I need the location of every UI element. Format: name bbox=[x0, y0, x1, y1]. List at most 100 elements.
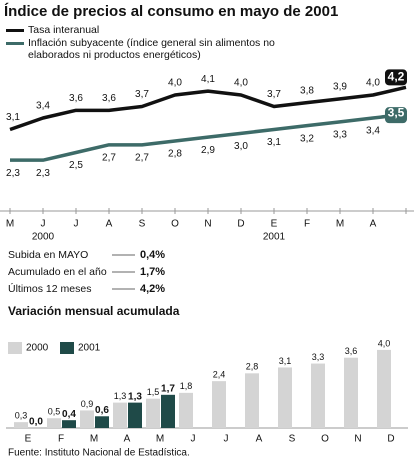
line bbox=[9, 85, 407, 132]
x-tick-label: D bbox=[237, 219, 244, 230]
x-tick-label: J bbox=[224, 434, 229, 445]
value-label: 2,5 bbox=[69, 160, 83, 171]
value-label: 3,7 bbox=[267, 89, 281, 100]
value-label: 1,7 bbox=[161, 383, 175, 394]
value-label: 1,5 bbox=[147, 387, 160, 397]
x-tick-label: S bbox=[139, 219, 146, 230]
bar bbox=[377, 349, 391, 428]
value-label: 3,7 bbox=[135, 89, 149, 100]
summary-label: Últimos 12 meses bbox=[8, 282, 91, 295]
end-label: 4,2 bbox=[388, 70, 405, 84]
value-label: 0,0 bbox=[29, 417, 43, 428]
value-label: 0,3 bbox=[15, 411, 28, 421]
value-label: 2,4 bbox=[213, 370, 226, 380]
x-tick-label: M bbox=[336, 219, 344, 230]
bar bbox=[80, 410, 94, 428]
bar bbox=[128, 402, 142, 428]
summary-value: 0,4% bbox=[140, 249, 165, 261]
end-label: 3,5 bbox=[388, 105, 405, 119]
line bbox=[10, 112, 407, 162]
year-label: 2001 bbox=[263, 232, 286, 243]
bar bbox=[146, 398, 160, 428]
legend-swatch bbox=[6, 29, 24, 32]
value-label: 3,1 bbox=[6, 112, 20, 123]
summary-label: Acumulado en el año bbox=[8, 266, 107, 278]
bar bbox=[179, 392, 193, 428]
value-label: 0,6 bbox=[95, 405, 109, 416]
x-tick-label: J bbox=[41, 219, 46, 230]
x-tick-label: D bbox=[387, 434, 394, 445]
bar bbox=[344, 357, 358, 428]
value-label: 4,0 bbox=[234, 78, 248, 89]
value-label: 3,1 bbox=[267, 137, 281, 148]
x-tick-label: M bbox=[90, 434, 98, 445]
value-label: 3,6 bbox=[345, 346, 358, 356]
x-tick-label: A bbox=[106, 219, 113, 230]
value-label: 2,3 bbox=[36, 168, 50, 179]
legend-label: 2001 bbox=[78, 343, 101, 354]
legend-swatch bbox=[60, 342, 74, 354]
bar bbox=[278, 367, 292, 428]
value-label: 4,1 bbox=[201, 74, 215, 85]
value-label: 3,6 bbox=[69, 93, 83, 104]
legend-swatch bbox=[6, 42, 24, 45]
value-label: 3,3 bbox=[333, 129, 347, 140]
end-label-box bbox=[385, 107, 407, 124]
x-tick-label: M bbox=[156, 434, 164, 445]
value-label: 1,3 bbox=[128, 391, 142, 402]
bar bbox=[62, 420, 76, 428]
bar bbox=[212, 381, 226, 428]
value-label: 3,6 bbox=[102, 93, 116, 104]
legend-entry: Inflación subyacente (índice general sin… bbox=[6, 37, 328, 61]
x-tick-label: S bbox=[289, 434, 296, 445]
value-label: 3,2 bbox=[300, 133, 314, 144]
source: Fuente: Instituto Nacional de Estadístic… bbox=[8, 448, 190, 459]
value-label: 2,9 bbox=[201, 145, 215, 156]
value-label: 4,0 bbox=[168, 78, 182, 89]
end-label-box bbox=[385, 69, 407, 86]
value-label: 3,3 bbox=[312, 352, 325, 362]
legend-swatch bbox=[8, 342, 22, 354]
x-tick-label: O bbox=[321, 434, 329, 445]
x-tick-label: A bbox=[124, 434, 131, 445]
summary-value: 4,2% bbox=[140, 283, 165, 295]
year-label: 2000 bbox=[32, 232, 55, 243]
x-tick-label: O bbox=[171, 219, 179, 230]
value-label: 2,8 bbox=[246, 362, 259, 372]
value-label: 2,7 bbox=[102, 152, 116, 163]
x-tick-label: F bbox=[304, 219, 310, 230]
value-label: 0,9 bbox=[81, 399, 94, 409]
value-label: 4,0 bbox=[366, 78, 380, 89]
x-tick-label: M bbox=[6, 219, 14, 230]
bar bbox=[113, 402, 127, 428]
value-label: 1,3 bbox=[114, 391, 127, 401]
bar bbox=[245, 373, 259, 428]
x-tick-label: A bbox=[370, 219, 377, 230]
x-tick-label: F bbox=[58, 434, 64, 445]
value-label: 0,5 bbox=[48, 407, 61, 417]
bar bbox=[311, 363, 325, 428]
x-tick-label: E bbox=[271, 219, 278, 230]
value-label: 0,4 bbox=[62, 409, 76, 420]
bar-title: Variación mensual acumulada bbox=[8, 304, 180, 318]
value-label: 2,8 bbox=[168, 149, 182, 160]
chart-title: Índice de precios al consumo en mayo de … bbox=[4, 3, 338, 20]
x-tick-label: A bbox=[256, 434, 263, 445]
bar bbox=[14, 422, 28, 428]
x-tick-label: J bbox=[74, 219, 79, 230]
x-tick-label: J bbox=[191, 434, 196, 445]
value-label: 3,4 bbox=[36, 101, 50, 112]
value-label: 4,0 bbox=[378, 338, 391, 348]
value-label: 2,7 bbox=[135, 152, 149, 163]
summary-label: Subida en MAYO bbox=[8, 249, 88, 261]
legend-label: Inflación subyacente (índice general sin… bbox=[28, 37, 275, 61]
value-label: 3,9 bbox=[333, 81, 347, 92]
value-label: 2,3 bbox=[6, 168, 20, 179]
value-label: 3,0 bbox=[234, 141, 248, 152]
bar bbox=[47, 418, 61, 428]
legend-label: Tasa interanual bbox=[28, 24, 100, 36]
value-label: 3,4 bbox=[366, 126, 380, 137]
value-label: 3,8 bbox=[300, 85, 314, 96]
bar bbox=[161, 394, 175, 428]
